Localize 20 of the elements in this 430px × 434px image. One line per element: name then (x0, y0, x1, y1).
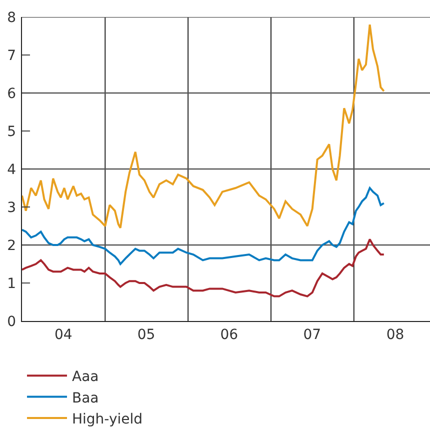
legend-label: High-yield (72, 411, 143, 428)
x-tick-label: 04 (54, 326, 72, 343)
y-tick-label: 1 (7, 276, 16, 292)
y-tick-label: 4 (7, 162, 16, 178)
x-tick-label: 08 (386, 326, 404, 343)
line-series (22, 187, 385, 265)
y-tick-label: 2 (7, 238, 16, 254)
line-series (22, 24, 385, 229)
legend-label: Aaa (72, 369, 99, 386)
y-tick-label: 7 (7, 48, 16, 64)
line-series (22, 238, 385, 298)
legend-label: Baa (72, 390, 99, 406)
x-tick-label: 05 (137, 326, 156, 343)
x-tick-label: 06 (220, 326, 238, 343)
y-tick-label: 0 (7, 314, 16, 330)
y-tick-label: 6 (7, 86, 16, 102)
y-tick-label: 5 (7, 124, 16, 140)
y-tick-label: 8 (7, 10, 16, 26)
x-tick-label: 07 (303, 326, 322, 343)
y-tick-label: 3 (7, 200, 16, 216)
